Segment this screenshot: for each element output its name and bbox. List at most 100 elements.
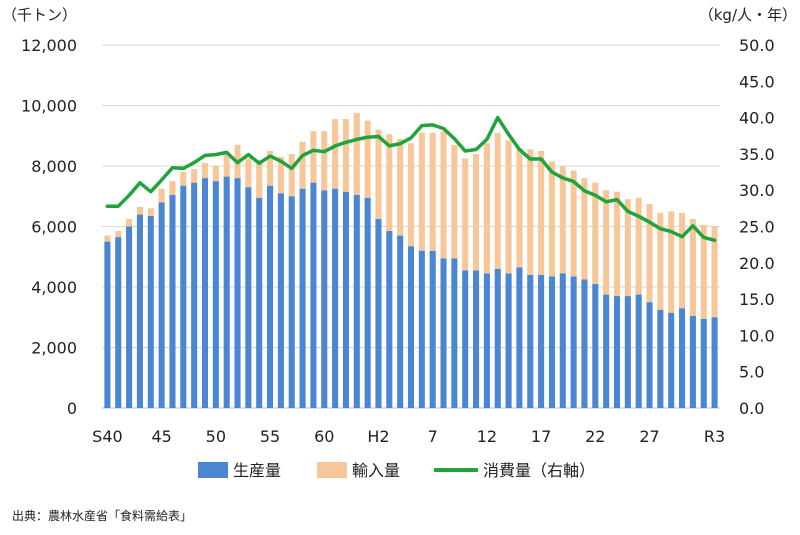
- x-tick-label: 50: [206, 427, 226, 446]
- bar-import: [657, 212, 664, 310]
- bar-import: [407, 143, 415, 247]
- bar-import: [494, 132, 501, 269]
- bar-production: [657, 309, 664, 408]
- bar-import: [548, 161, 555, 277]
- bar-import: [613, 191, 621, 297]
- bar-production: [548, 276, 555, 408]
- bar-production: [245, 187, 252, 408]
- left-tick-label: 4,000: [31, 278, 77, 297]
- bar-production: [451, 258, 458, 408]
- bar-production: [440, 258, 447, 408]
- bar-production: [646, 302, 653, 408]
- bar-import: [191, 169, 198, 183]
- bar-production: [700, 318, 707, 408]
- bar-production: [364, 197, 371, 408]
- bar-import: [505, 140, 512, 274]
- consumption-line-group: [105, 115, 717, 243]
- bar-production: [527, 274, 534, 408]
- left-tick-label: 8,000: [31, 157, 77, 176]
- bar-import: [104, 235, 111, 242]
- bar-import: [158, 188, 165, 203]
- left-axis-unit: （千トン）: [2, 6, 77, 24]
- right-axis-unit: （kg/人・年）: [699, 6, 797, 24]
- bar-import: [201, 162, 209, 179]
- bar-import: [527, 149, 534, 275]
- bar-production: [592, 283, 599, 408]
- bar-import: [700, 224, 707, 319]
- bar-import: [516, 147, 523, 268]
- bar-production: [679, 308, 686, 408]
- bar-import: [115, 231, 122, 238]
- bar-import: [624, 199, 631, 297]
- right-tick-label: 10.0: [739, 326, 775, 345]
- consumption-line: [105, 115, 717, 243]
- bar-production: [147, 215, 154, 408]
- bar-import: [570, 170, 577, 277]
- bar-production: [126, 226, 133, 408]
- bar-production: [201, 178, 209, 408]
- left-tick-label: 12,000: [21, 36, 77, 55]
- bar-import: [646, 203, 653, 303]
- bar-production: [115, 237, 122, 408]
- bar-import: [418, 132, 425, 251]
- bar-production: [473, 270, 480, 408]
- bar-production: [180, 185, 187, 408]
- bar-import: [147, 208, 154, 216]
- bars: [104, 113, 718, 408]
- x-tick-label: 27: [639, 427, 659, 446]
- bar-import: [364, 120, 371, 198]
- x-tick-label: 45: [151, 427, 171, 446]
- bar-production: [624, 296, 631, 408]
- bar-production: [570, 276, 577, 408]
- bar-production: [104, 241, 111, 408]
- bar-import: [440, 131, 447, 259]
- bar-production: [668, 312, 675, 408]
- x-tick-label: 12: [477, 427, 497, 446]
- bar-import: [483, 143, 490, 274]
- bar-production: [321, 190, 328, 408]
- right-tick-label: 25.0: [739, 218, 775, 237]
- bar-production: [332, 188, 339, 408]
- bar-production: [191, 182, 198, 408]
- x-tick-label: 7: [428, 427, 438, 446]
- bar-import: [256, 159, 263, 198]
- x-tick-label: H2: [367, 427, 389, 446]
- bar-import: [332, 119, 339, 189]
- bar-import: [169, 181, 176, 195]
- bar-production: [234, 178, 241, 408]
- left-tick-label: 2,000: [31, 339, 77, 358]
- bar-import: [375, 129, 382, 219]
- right-tick-label: 30.0: [739, 181, 775, 200]
- bar-import: [668, 211, 675, 313]
- bar-production: [299, 188, 306, 408]
- bar-import: [223, 152, 230, 177]
- source-note: 出典：農林水産省「食料需給表」: [12, 508, 192, 523]
- bar-import: [277, 156, 284, 194]
- right-tick-label: 0.0: [739, 399, 764, 418]
- right-tick-label: 50.0: [739, 36, 775, 55]
- bar-import: [386, 134, 393, 232]
- bar-import: [310, 131, 317, 183]
- bar-production: [288, 196, 295, 408]
- legend-swatch-import: [317, 462, 347, 478]
- x-tick-label: S40: [92, 427, 123, 446]
- bar-production: [603, 294, 610, 408]
- bar-import: [180, 172, 187, 186]
- bar-import: [299, 141, 306, 189]
- bar-production: [613, 296, 621, 408]
- bar-production: [689, 315, 696, 408]
- bar-import: [429, 132, 436, 251]
- bar-import: [451, 144, 458, 259]
- bar-production: [407, 246, 415, 408]
- bar-production: [277, 193, 284, 408]
- bar-import: [321, 131, 328, 191]
- right-tick-label: 5.0: [739, 363, 764, 382]
- legend-label-consumption: 消費量（右軸）: [483, 461, 595, 480]
- bar-production: [505, 273, 512, 408]
- bar-production: [256, 197, 263, 408]
- bar-production: [267, 185, 274, 408]
- bar-production: [386, 231, 393, 408]
- x-tick-label: 22: [585, 427, 605, 446]
- bar-production: [342, 191, 349, 408]
